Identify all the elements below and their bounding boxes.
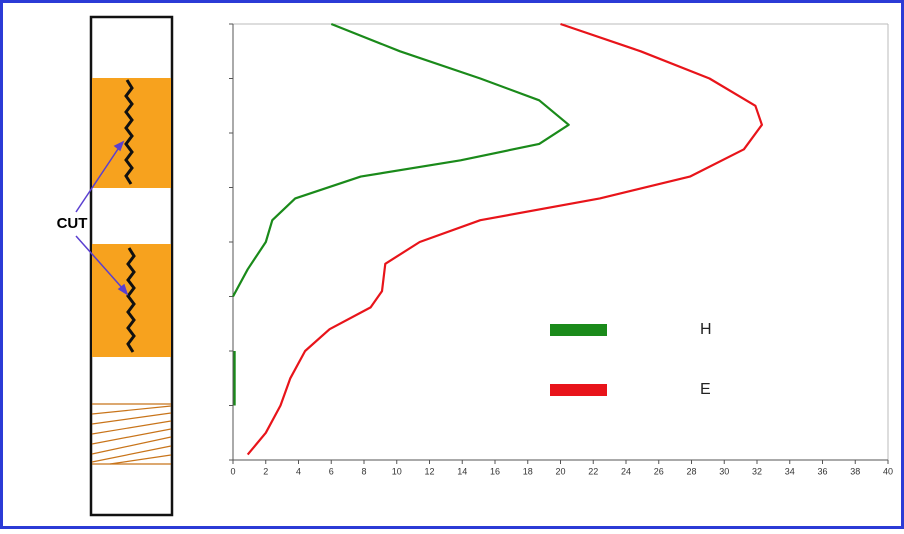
legend-swatch: [550, 384, 607, 396]
legend-label: E: [700, 381, 711, 398]
x-tick-label: 26: [654, 466, 664, 476]
x-tick-label: 0: [230, 466, 235, 476]
x-tick-label: 22: [588, 466, 598, 476]
x-tick-label: 24: [621, 466, 631, 476]
x-tick-label: 36: [817, 466, 827, 476]
x-tick-label: 6: [329, 466, 334, 476]
x-tick-label: 40: [883, 466, 893, 476]
x-tick-label: 10: [392, 466, 402, 476]
x-tick-label: 2: [263, 466, 268, 476]
x-tick-label: 38: [850, 466, 860, 476]
x-tick-label: 34: [785, 466, 795, 476]
cut-label: CUT: [57, 215, 88, 232]
x-tick-label: 8: [361, 466, 366, 476]
x-tick-label: 32: [752, 466, 762, 476]
x-tick-label: 16: [490, 466, 500, 476]
x-tick-label: 12: [424, 466, 434, 476]
x-tick-label: 4: [296, 466, 301, 476]
legend-swatch: [550, 324, 607, 336]
x-tick-label: 30: [719, 466, 729, 476]
x-tick-label: 18: [523, 466, 533, 476]
figure: CUT 024681012141618202224262830323436384…: [0, 0, 904, 529]
legend-label: H: [700, 321, 712, 338]
x-tick-label: 20: [555, 466, 565, 476]
x-tick-label: 28: [686, 466, 696, 476]
x-tick-label: 14: [457, 466, 467, 476]
